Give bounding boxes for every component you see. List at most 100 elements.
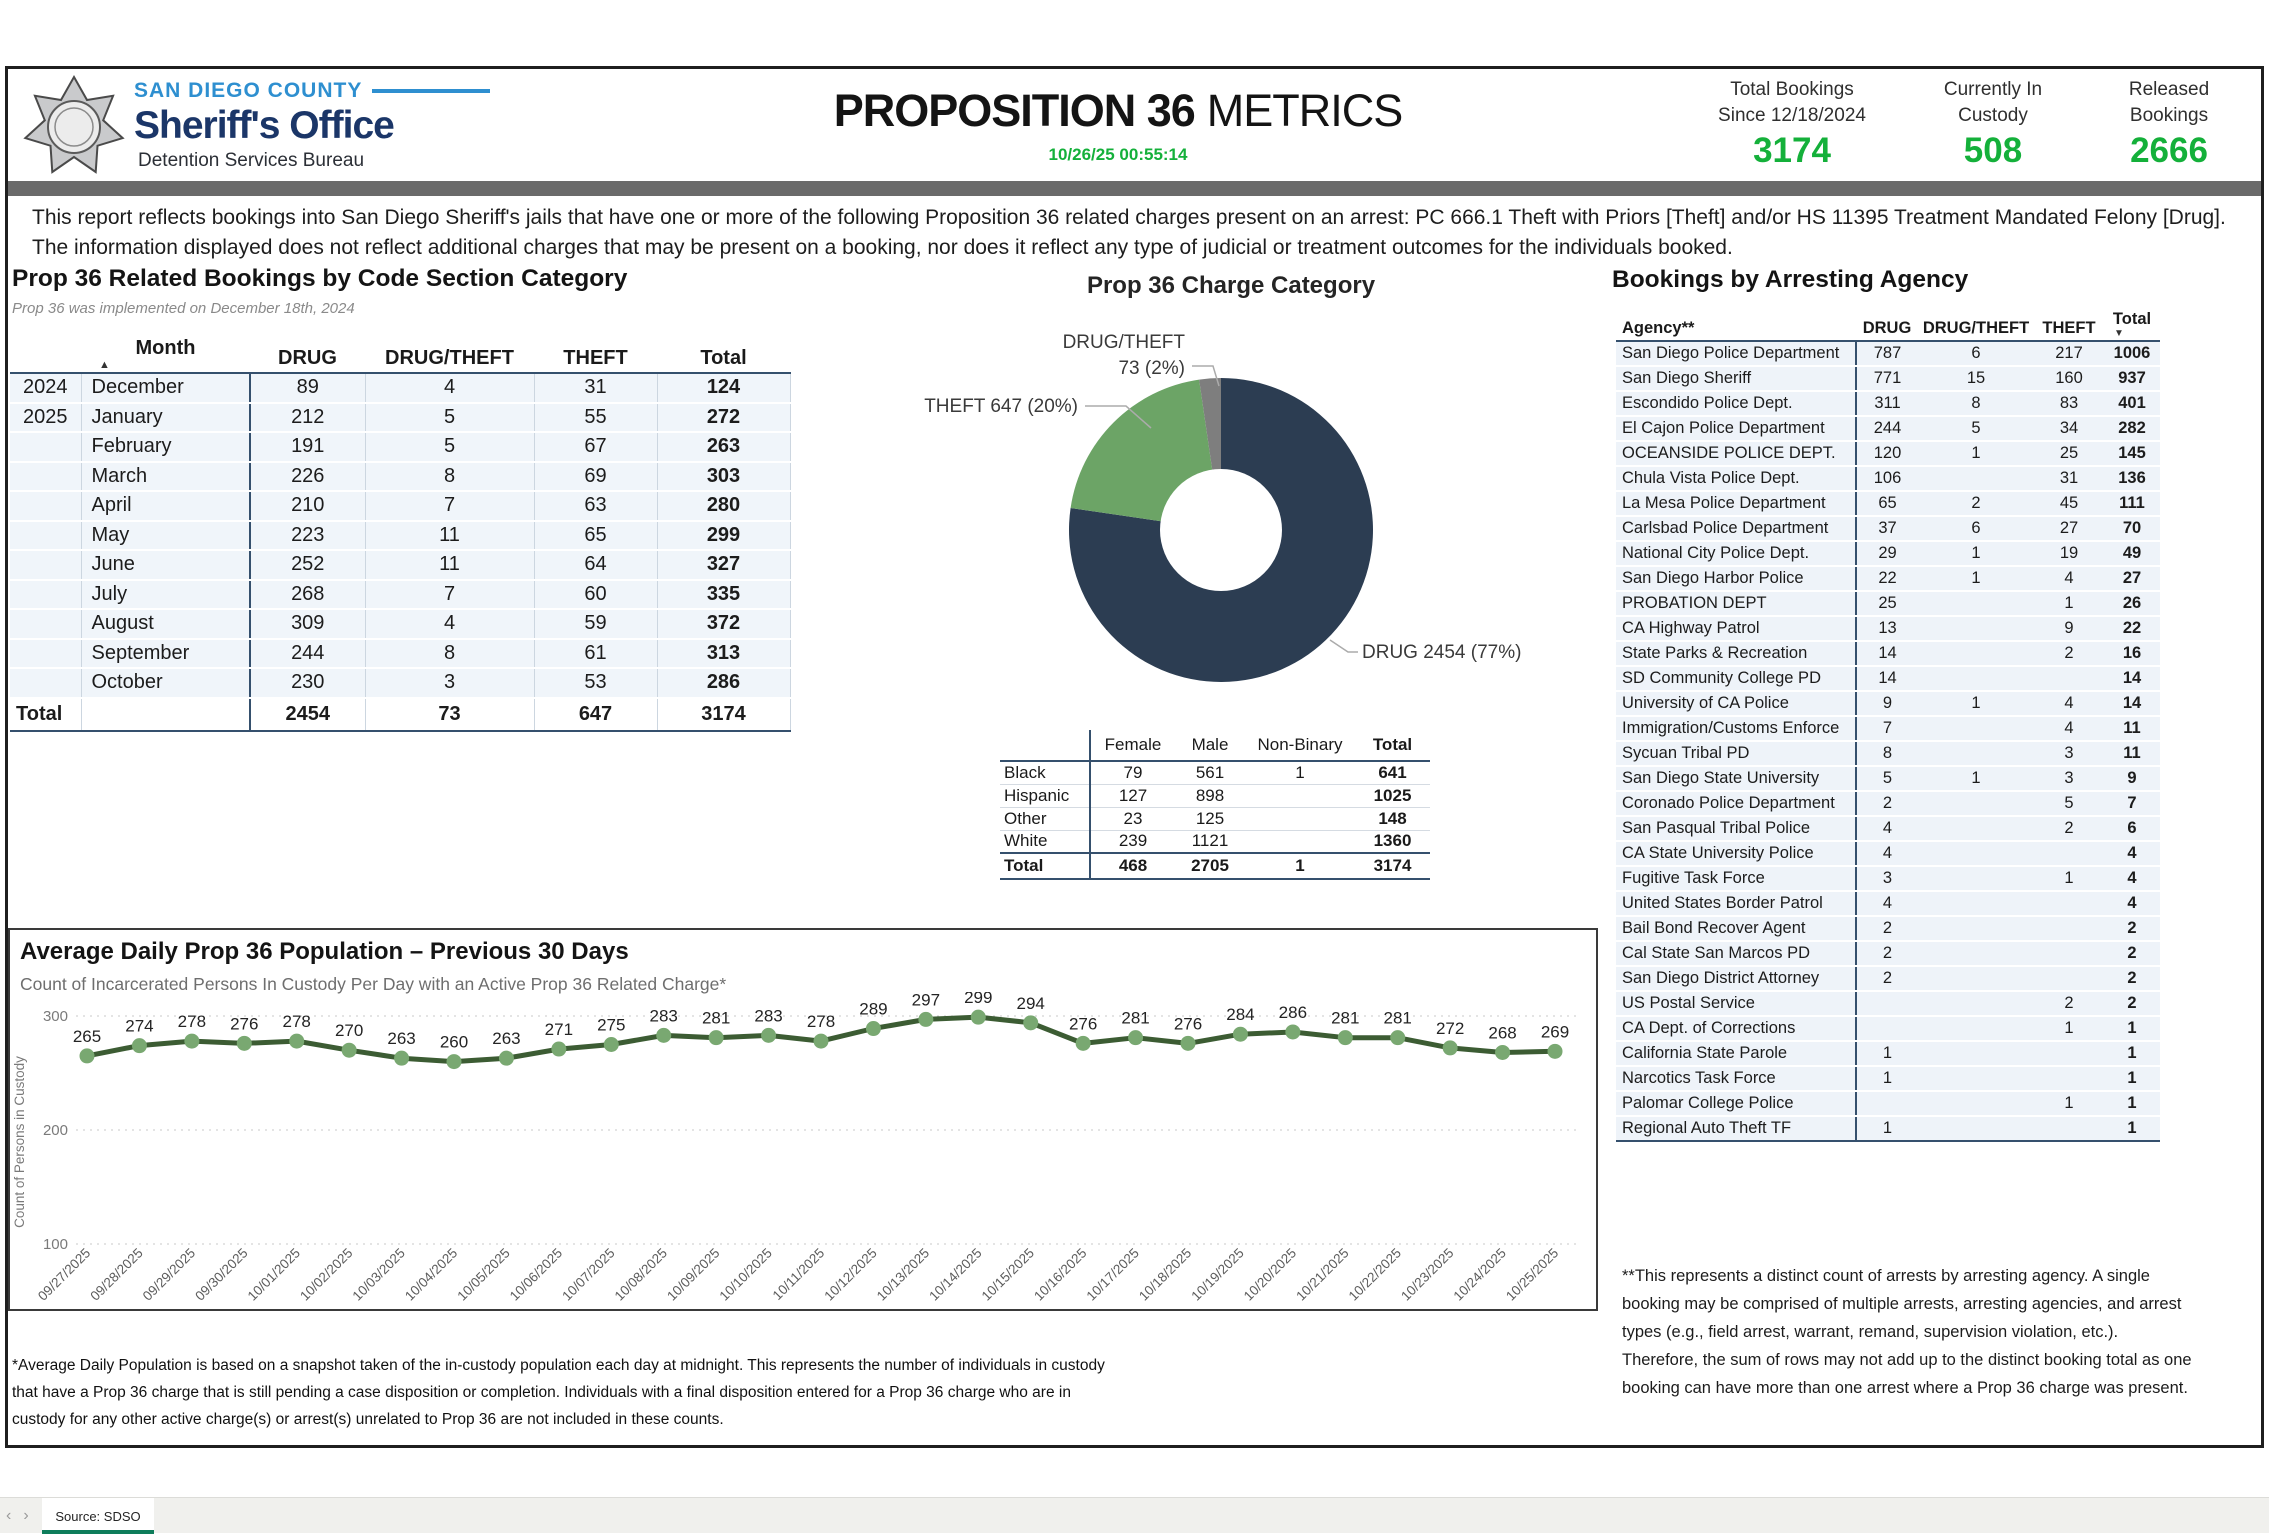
table-row[interactable]: October 230 3 53 286 [10,668,791,699]
table-row[interactable]: United States Border Patrol 4 4 [1616,891,2160,917]
table-row[interactable]: Escondido Police Dept. 311 8 83 401 [1616,391,2160,417]
next-page-icon[interactable]: › [23,1507,29,1524]
data-point[interactable] [394,1050,410,1066]
column-header-month[interactable]: Month ▲ [81,327,250,374]
data-point[interactable] [1442,1040,1458,1056]
data-point[interactable] [341,1042,357,1058]
data-point[interactable] [1075,1035,1091,1051]
cell: 16 [2104,641,2160,667]
data-point[interactable] [1337,1030,1353,1046]
data-point[interactable] [131,1038,147,1054]
data-point[interactable] [708,1030,724,1046]
data-point[interactable] [1547,1043,1563,1059]
table-row[interactable]: March 226 8 69 303 [10,461,791,492]
data-point[interactable] [446,1054,462,1070]
data-point[interactable] [79,1048,95,1064]
table-row[interactable]: San Diego State University 5 1 3 9 [1616,766,2160,792]
data-point[interactable] [184,1033,200,1049]
table-row[interactable]: CA Dept. of Corrections 1 1 [1616,1016,2160,1042]
table-row[interactable]: California State Parole 1 1 [1616,1041,2160,1067]
table-row[interactable]: Hispanic 127 898 1025 [1000,784,1430,808]
data-point[interactable] [970,1009,986,1025]
table-row[interactable]: 2024 December 89 4 31 124 [10,373,791,404]
table-row[interactable]: May 223 11 65 299 [10,520,791,551]
column-header-blank[interactable] [10,327,81,374]
table-row[interactable]: San Pasqual Tribal Police 4 2 6 [1616,816,2160,842]
column-header-female[interactable]: Female [1090,730,1175,762]
column-header-theft[interactable]: THEFT [2034,301,2104,342]
column-header-total[interactable]: Total ▼ [2104,301,2160,342]
data-point[interactable] [236,1035,252,1051]
data-point[interactable] [289,1033,305,1049]
table-row[interactable]: Other 23 125 148 [1000,807,1430,831]
previous-page-icon[interactable]: ‹ [6,1507,12,1524]
table-row[interactable]: Palomar College Police 1 1 [1616,1091,2160,1117]
table-row[interactable]: OCEANSIDE POLICE DEPT. 120 1 25 145 [1616,441,2160,467]
table-row[interactable]: Bail Bond Recover Agent 2 2 [1616,916,2160,942]
table-row[interactable]: San Diego District Attorney 2 2 [1616,966,2160,992]
column-header-blank[interactable] [1000,730,1091,762]
column-header-drug-theft[interactable]: DRUG/THEFT [1918,301,2034,342]
column-header-male[interactable]: Male [1175,730,1245,762]
table-total-row[interactable]: Total 2454 73 647 3174 [10,696,791,732]
table-row[interactable]: Narcotics Task Force 1 1 [1616,1066,2160,1092]
table-row[interactable]: La Mesa Police Department 65 2 45 111 [1616,491,2160,517]
data-point[interactable] [498,1050,514,1066]
table-row[interactable]: Regional Auto Theft TF 1 1 [1616,1116,2160,1142]
table-total-row[interactable]: Total 468 2705 1 3174 [1000,852,1430,880]
table-row[interactable]: Carlsbad Police Department 37 6 27 70 [1616,516,2160,542]
data-point[interactable] [865,1021,881,1037]
data-point[interactable] [1285,1024,1301,1040]
table-row[interactable]: Cal State San Marcos PD 2 2 [1616,941,2160,967]
table-row[interactable]: Coronado Police Department 2 5 7 [1616,791,2160,817]
column-header-label: Total [2112,310,2152,328]
data-point[interactable] [1390,1030,1406,1046]
data-point[interactable] [1495,1044,1511,1060]
data-point[interactable] [761,1027,777,1043]
table-row[interactable]: August 309 4 59 372 [10,609,791,640]
table-row[interactable]: June 252 11 64 327 [10,550,791,581]
data-point[interactable] [1023,1015,1039,1031]
column-header-drug[interactable]: DRUG [1856,301,1918,342]
table-row[interactable]: University of CA Police 9 1 4 14 [1616,691,2160,717]
column-header-total[interactable]: Total [1355,730,1430,762]
table-row[interactable]: April 210 7 63 280 [10,491,791,522]
data-point[interactable] [656,1027,672,1043]
data-point[interactable] [918,1011,934,1027]
data-point[interactable] [603,1037,619,1052]
table-row[interactable]: CA State University Police 4 4 [1616,841,2160,867]
column-header-agency-[interactable]: Agency** [1616,301,1856,342]
table-row[interactable]: 2025 January 212 5 55 272 [10,402,791,433]
data-point[interactable] [813,1033,829,1049]
table-row[interactable]: White 239 1121 1360 [1000,830,1430,854]
data-point[interactable] [551,1041,567,1057]
table-row[interactable]: PROBATION DEPT 25 1 26 [1616,591,2160,617]
table-row[interactable]: San Diego Sheriff 771 15 160 937 [1616,366,2160,392]
column-header-drug-theft[interactable]: DRUG/THEFT [365,327,534,374]
page-title: PROPOSITION 36 METRICS [778,85,1458,137]
table-row[interactable]: San Diego Harbor Police 22 1 4 27 [1616,566,2160,592]
table-row[interactable]: Immigration/Customs Enforce 7 4 11 [1616,716,2160,742]
table-row[interactable]: Black 79 561 1 641 [1000,761,1430,785]
table-row[interactable]: September 244 8 61 313 [10,638,791,669]
column-header-drug[interactable]: DRUG [250,327,365,374]
column-header-non-binary[interactable]: Non-Binary [1245,730,1355,762]
data-point[interactable] [1128,1030,1144,1046]
data-point[interactable] [1232,1026,1248,1042]
table-row[interactable]: State Parks & Recreation 14 2 16 [1616,641,2160,667]
table-row[interactable]: Fugitive Task Force 3 1 4 [1616,866,2160,892]
table-row[interactable]: Chula Vista Police Dept. 106 31 136 [1616,466,2160,492]
table-row[interactable]: US Postal Service 2 2 [1616,991,2160,1017]
table-row[interactable]: Sycuan Tribal PD 8 3 11 [1616,741,2160,767]
table-row[interactable]: CA Highway Patrol 13 9 22 [1616,616,2160,642]
tab-source-sdso[interactable]: Source: SDSO [42,1498,154,1534]
table-row[interactable]: July 268 7 60 335 [10,579,791,610]
table-row[interactable]: SD Community College PD 14 14 [1616,666,2160,692]
table-row[interactable]: February 191 5 67 263 [10,432,791,463]
table-row[interactable]: National City Police Dept. 29 1 19 49 [1616,541,2160,567]
table-row[interactable]: San Diego Police Department 787 6 217 1006 [1616,341,2160,367]
column-header-total[interactable]: Total [657,327,790,374]
column-header-theft[interactable]: THEFT [534,327,657,374]
table-row[interactable]: El Cajon Police Department 244 5 34 282 [1616,416,2160,442]
data-point[interactable] [1180,1035,1196,1051]
